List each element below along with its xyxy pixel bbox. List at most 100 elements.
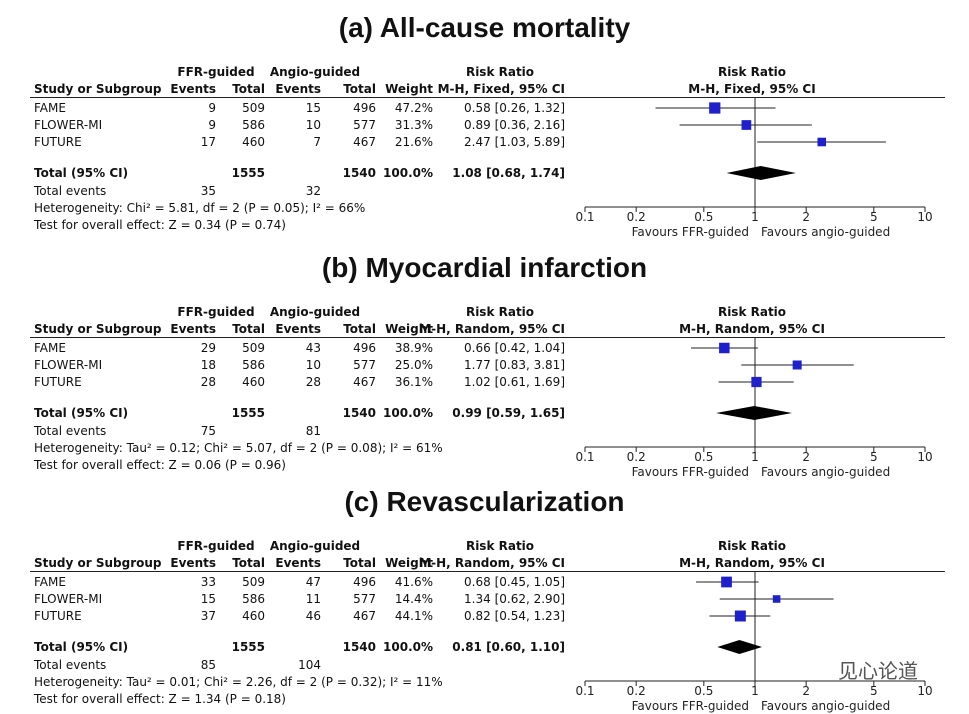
group2-total: 467 bbox=[353, 375, 376, 389]
group2-events: 46 bbox=[305, 609, 321, 623]
header-divider bbox=[30, 337, 945, 338]
group1-header: FFR-guided bbox=[177, 539, 255, 553]
weight-header: Weight bbox=[385, 556, 433, 570]
study-header: Study or Subgroup bbox=[34, 82, 162, 96]
heterogeneity-text: Heterogeneity: Tau² = 0.12; Chi² = 5.07,… bbox=[34, 441, 443, 455]
group1-total: 460 bbox=[242, 135, 265, 149]
total-events-group2: 104 bbox=[298, 658, 321, 672]
risk-ratio-header: Risk Ratio bbox=[465, 65, 535, 79]
favours-right-label: Favours angio-guided bbox=[761, 699, 890, 713]
group2-total: 496 bbox=[353, 341, 376, 355]
total-risk-ratio: 0.99 [0.59, 1.65] bbox=[452, 406, 565, 420]
watermark: 见心论道 bbox=[838, 659, 918, 683]
group2-total: 467 bbox=[353, 135, 376, 149]
group1-header: FFR-guided bbox=[177, 65, 255, 79]
group1-total: 460 bbox=[242, 375, 265, 389]
group2-total: 577 bbox=[353, 118, 376, 132]
x-tick-label: 1 bbox=[751, 684, 759, 698]
study-weight: 25.0% bbox=[394, 358, 433, 372]
forest-plot: 0.1 0.2 0.5 1 2 5 10 Favours FFR-guided Favours … bbox=[575, 98, 933, 239]
study-risk-ratio: 0.58 [0.26, 1.32] bbox=[464, 101, 565, 115]
total-events-group1: 75 bbox=[200, 424, 216, 438]
group2-total: 577 bbox=[353, 592, 376, 606]
favours-left-label: Favours FFR-guided bbox=[632, 225, 749, 239]
total-events-group1: 35 bbox=[200, 184, 216, 198]
total-events-label: Total events bbox=[34, 424, 107, 438]
group2-total: 496 bbox=[353, 101, 376, 115]
group2-events: 43 bbox=[305, 341, 321, 355]
group1-events: 17 bbox=[200, 135, 216, 149]
group1-events: 9 bbox=[208, 101, 216, 115]
x-tick-label: 0.5 bbox=[694, 450, 713, 464]
total-group1: 1555 bbox=[231, 166, 265, 180]
study-risk-ratio: 1.02 [0.61, 1.69] bbox=[464, 375, 565, 389]
study-name: FUTURE bbox=[34, 135, 82, 149]
panel-title: (a) All-cause mortality bbox=[338, 12, 631, 43]
total-events-label: Total events bbox=[34, 658, 107, 672]
header-divider bbox=[30, 97, 945, 98]
study-risk-ratio: 1.77 [0.83, 3.81] bbox=[464, 358, 565, 372]
effect-marker bbox=[817, 137, 827, 147]
study-risk-ratio: 2.47 [1.03, 5.89] bbox=[464, 135, 565, 149]
group2-events: 10 bbox=[305, 118, 321, 132]
group1-events: 18 bbox=[200, 358, 216, 372]
study-risk-ratio: 1.34 [0.62, 2.90] bbox=[464, 592, 565, 606]
group1-total-header: Total bbox=[232, 322, 265, 336]
group1-events-header: Events bbox=[170, 556, 216, 570]
group1-events: 37 bbox=[200, 609, 216, 623]
method-header: M-H, Random, 95% CI bbox=[419, 556, 565, 570]
group1-total: 586 bbox=[242, 592, 265, 606]
x-tick-label: 2 bbox=[802, 450, 810, 464]
favours-right-label: Favours angio-guided bbox=[761, 465, 890, 479]
total-group1: 1555 bbox=[231, 406, 265, 420]
effect-marker bbox=[709, 102, 721, 114]
overall-effect-text: Test for overall effect: Z = 0.34 (P = 0… bbox=[34, 218, 286, 232]
group2-total: 496 bbox=[353, 575, 376, 589]
group1-events: 9 bbox=[208, 118, 216, 132]
group1-total-header: Total bbox=[232, 82, 265, 96]
study-risk-ratio: 0.68 [0.45, 1.05] bbox=[464, 575, 565, 589]
group1-events-header: Events bbox=[170, 82, 216, 96]
total-group1: 1555 bbox=[231, 640, 265, 654]
plot-method-header: M-H, Fixed, 95% CI bbox=[688, 82, 816, 96]
study-header: Study or Subgroup bbox=[34, 556, 162, 570]
effect-marker bbox=[734, 610, 746, 622]
total-weight: 100.0% bbox=[383, 640, 433, 654]
x-tick-label: 2 bbox=[802, 684, 810, 698]
study-name: FAME bbox=[34, 341, 66, 355]
total-events-group2: 81 bbox=[305, 424, 321, 438]
study-weight: 41.6% bbox=[394, 575, 433, 589]
x-tick-label: 5 bbox=[870, 210, 878, 224]
total-group2: 1540 bbox=[342, 406, 376, 420]
group2-header: Angio-guided bbox=[269, 305, 361, 319]
x-tick-label: 1 bbox=[751, 450, 759, 464]
study-risk-ratio: 0.66 [0.42, 1.04] bbox=[464, 341, 565, 355]
study-name: FLOWER-MI bbox=[34, 118, 103, 132]
total-group2: 1540 bbox=[342, 166, 376, 180]
method-header: M-H, Fixed, 95% CI bbox=[437, 82, 565, 96]
study-name: FLOWER-MI bbox=[34, 358, 103, 372]
group1-total: 586 bbox=[242, 358, 265, 372]
x-tick-label: 0.1 bbox=[575, 450, 594, 464]
group2-events: 28 bbox=[305, 375, 321, 389]
x-tick-label: 10 bbox=[917, 450, 932, 464]
total-events-label: Total events bbox=[34, 184, 107, 198]
group2-total-header: Total bbox=[343, 556, 376, 570]
x-tick-label: 1 bbox=[751, 210, 759, 224]
group2-events: 7 bbox=[313, 135, 321, 149]
group2-events-header: Events bbox=[275, 82, 321, 96]
group1-events-header: Events bbox=[170, 322, 216, 336]
risk-ratio-header: Risk Ratio bbox=[465, 539, 535, 553]
group1-events: 29 bbox=[200, 341, 216, 355]
group1-total: 509 bbox=[242, 341, 265, 355]
overall-effect-text: Test for overall effect: Z = 0.06 (P = 0… bbox=[34, 458, 286, 472]
x-tick-label: 0.5 bbox=[694, 210, 713, 224]
group1-events: 28 bbox=[200, 375, 216, 389]
study-risk-ratio: 0.82 [0.54, 1.23] bbox=[464, 609, 565, 623]
study-name: FAME bbox=[34, 101, 66, 115]
plot-risk-ratio-header: Risk Ratio bbox=[717, 305, 787, 319]
plot-method-header: M-H, Random, 95% CI bbox=[679, 322, 825, 336]
study-header: Study or Subgroup bbox=[34, 322, 162, 336]
heterogeneity-text: Heterogeneity: Chi² = 5.81, df = 2 (P = … bbox=[34, 201, 366, 215]
study-risk-ratio: 0.89 [0.36, 2.16] bbox=[464, 118, 565, 132]
